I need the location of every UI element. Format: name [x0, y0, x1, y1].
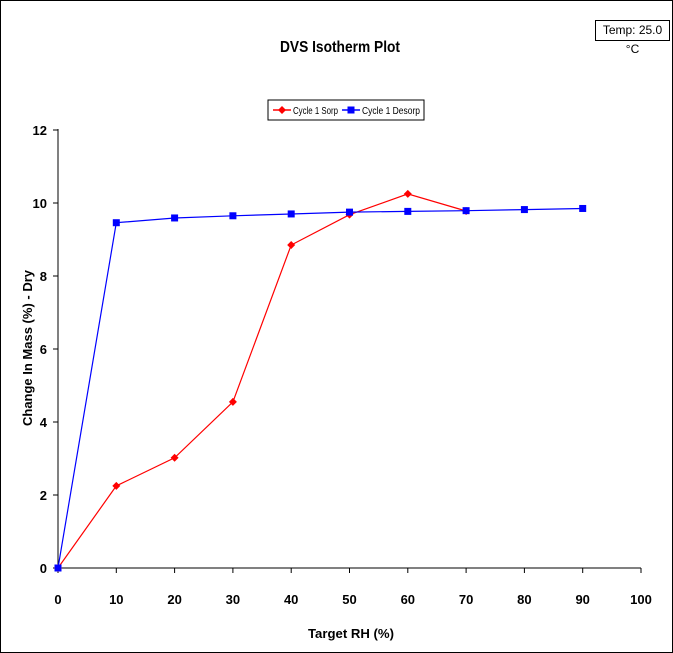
temperature-annotation: Temp: 25.0 °C	[595, 20, 670, 56]
x-tick-label: 70	[459, 592, 473, 607]
x-tick-label: 30	[226, 592, 240, 607]
data-point	[346, 208, 353, 216]
data-point	[170, 453, 179, 462]
y-tick-label: 6	[40, 342, 47, 357]
x-tick-label: 10	[109, 592, 123, 607]
data-point	[287, 240, 296, 249]
data-point	[229, 212, 237, 220]
data-point	[112, 219, 120, 227]
x-tick-label: 20	[167, 592, 181, 607]
legend-sorp-label: Cycle 1 Sorp	[293, 106, 338, 117]
axes	[57, 129, 641, 569]
x-tick-label: 40	[284, 592, 298, 607]
legend-desorp-label: Cycle 1 Desorp	[362, 106, 420, 117]
y-tick-label: 2	[40, 488, 47, 503]
data-point	[112, 481, 121, 490]
y-axis-label: Change In Mass (%) - Dry	[20, 269, 35, 426]
legend: Cycle 1 Sorp Cycle 1 Desorp	[267, 99, 425, 121]
x-tick-label: 0	[54, 592, 61, 607]
y-tick-label: 4	[40, 415, 48, 430]
series-0	[54, 189, 471, 572]
data-point	[462, 207, 470, 215]
series-1	[54, 204, 587, 572]
series-layer	[54, 189, 587, 572]
legend-desorp-marker	[347, 106, 355, 114]
data-point	[171, 214, 179, 222]
x-tick-label: 50	[342, 592, 356, 607]
x-tick-label: 100	[630, 592, 652, 607]
tick-labels: 0 10 20 30 40 50 60 70 80 90 100 0 2 4 6 8 10 12	[33, 123, 652, 607]
data-point	[404, 207, 412, 215]
x-axis-label: Target RH (%)	[308, 626, 394, 641]
x-tick-label: 90	[575, 592, 589, 607]
y-tick-label: 8	[40, 269, 47, 284]
x-tick-label: 60	[401, 592, 415, 607]
data-point	[228, 397, 237, 406]
y-tick-label: 12	[33, 123, 47, 138]
y-tick-label: 10	[33, 196, 47, 211]
series-line	[57, 193, 467, 569]
y-tick-label: 0	[40, 561, 47, 576]
legend-sorp-marker	[278, 106, 286, 114]
ticks	[53, 129, 642, 573]
x-tick-label: 80	[517, 592, 531, 607]
data-point	[54, 564, 62, 572]
data-point	[403, 189, 412, 198]
data-point	[287, 210, 295, 218]
series-line	[57, 207, 583, 569]
data-point	[520, 206, 528, 214]
chart-title: DVS Isotherm Plot	[280, 39, 401, 56]
data-point	[579, 204, 587, 212]
